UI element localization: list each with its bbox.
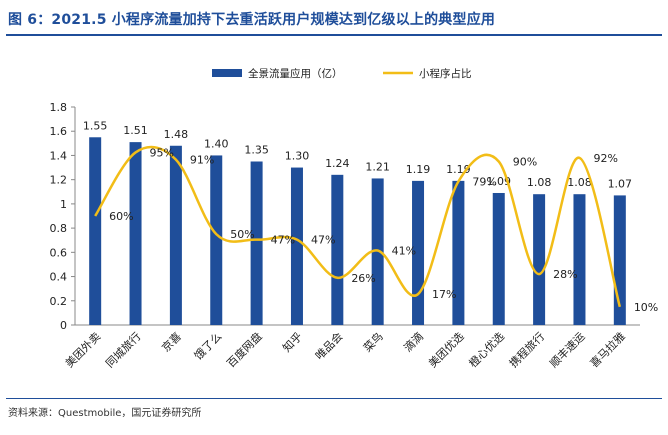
- x-tick-label: 京喜: [159, 329, 184, 354]
- y-tick-label: 1.6: [50, 125, 68, 138]
- bar-value-label: 1.24: [325, 157, 350, 170]
- bar-value-label: 1.48: [164, 128, 189, 141]
- x-tick-label: 携程旅行: [506, 329, 547, 370]
- bar: [452, 180, 465, 325]
- bar-value-label: 1.08: [567, 176, 592, 189]
- line-value-label: 79%: [472, 175, 496, 188]
- bar-value-label: 1.07: [608, 177, 633, 190]
- bar: [89, 137, 102, 325]
- bar: [290, 167, 303, 325]
- x-tick-label: 美团优选: [426, 330, 466, 370]
- x-tick-label: 美团外卖: [63, 330, 103, 370]
- x-tick-label: 滴滴: [401, 329, 426, 354]
- line-value-label: 50%: [230, 228, 254, 241]
- line-value-label: 47%: [311, 234, 335, 247]
- x-tick-label: 橙心优选: [466, 329, 507, 370]
- x-tick-label: 唯品会: [313, 330, 346, 363]
- chart: 全景流量应用（亿） 小程序占比 0 0.2 0.4 0.6 0.8 1 1.2 1.4 1.6 1.8…: [50, 67, 659, 370]
- line-value-label: 28%: [553, 268, 577, 281]
- bar-value-label: 1.40: [204, 137, 229, 150]
- x-tick-label: 饿了么: [191, 329, 224, 362]
- y-tick-label: 1: [60, 198, 67, 211]
- line-value-label: 90%: [513, 156, 537, 169]
- bar-value-label: 1.35: [244, 144, 269, 157]
- line-series-share: [94, 145, 622, 308]
- line-value-label: 41%: [392, 245, 416, 258]
- line-value-label: 60%: [109, 210, 133, 223]
- title-rule: [6, 34, 662, 36]
- figure-title: 图 6：2021.5 小程序流量加持下去重活跃用户规模达到亿级以上的典型应用: [8, 12, 496, 28]
- x-tick-label: 顺丰速运: [547, 330, 587, 370]
- bar: [169, 145, 182, 325]
- x-tick-label: 菜鸟: [360, 329, 385, 354]
- line-value-label: 17%: [432, 288, 456, 301]
- bar-value-label: 1.08: [527, 176, 552, 189]
- x-tick-label: 百度网盘: [224, 329, 265, 370]
- line-value-label: 47%: [271, 234, 295, 247]
- x-tick-label: 喜马拉雅: [587, 329, 628, 370]
- line-value-label: 92%: [593, 152, 617, 165]
- bar: [129, 142, 142, 325]
- y-tick-label: 1.4: [50, 149, 68, 162]
- y-tick-label: 0.6: [50, 246, 68, 259]
- bar-value-label: 1.51: [123, 124, 148, 137]
- y-tick-label: 1.2: [50, 174, 68, 187]
- line-value-label: 95%: [150, 146, 174, 159]
- y-tick-label: 1.8: [50, 101, 68, 114]
- bar-value-label: 1.09: [487, 175, 512, 188]
- x-tick-label: 知乎: [280, 329, 305, 354]
- line-value-label: 26%: [351, 272, 375, 285]
- bar: [492, 192, 505, 325]
- bar: [250, 161, 263, 325]
- y-tick-label: 0.8: [50, 222, 68, 235]
- line-value-label: 10%: [634, 301, 658, 314]
- source-note: 资料来源：Questmobile，国元证券研究所: [8, 408, 202, 419]
- bar: [210, 155, 223, 325]
- bottom-rule: [6, 398, 662, 399]
- bar: [331, 174, 344, 325]
- bar: [573, 194, 586, 325]
- bar-value-label: 1.19: [406, 163, 431, 176]
- bar-value-label: 1.21: [365, 160, 390, 173]
- y-tick-label: 0.2: [50, 295, 68, 308]
- bar-value-label: 1.55: [83, 119, 108, 132]
- y-tick-label: 0: [60, 319, 67, 332]
- line-value-label: 91%: [190, 154, 214, 167]
- bar-value-label: 1.30: [285, 150, 310, 163]
- legend-label-line: 小程序占比: [419, 67, 472, 80]
- legend-label-bar: 全景流量应用（亿）: [248, 67, 343, 80]
- y-tick-label: 0.4: [50, 271, 68, 284]
- x-tick-label: 同城旅行: [103, 329, 144, 370]
- legend-swatch-bar: [212, 69, 242, 77]
- bar: [533, 194, 546, 325]
